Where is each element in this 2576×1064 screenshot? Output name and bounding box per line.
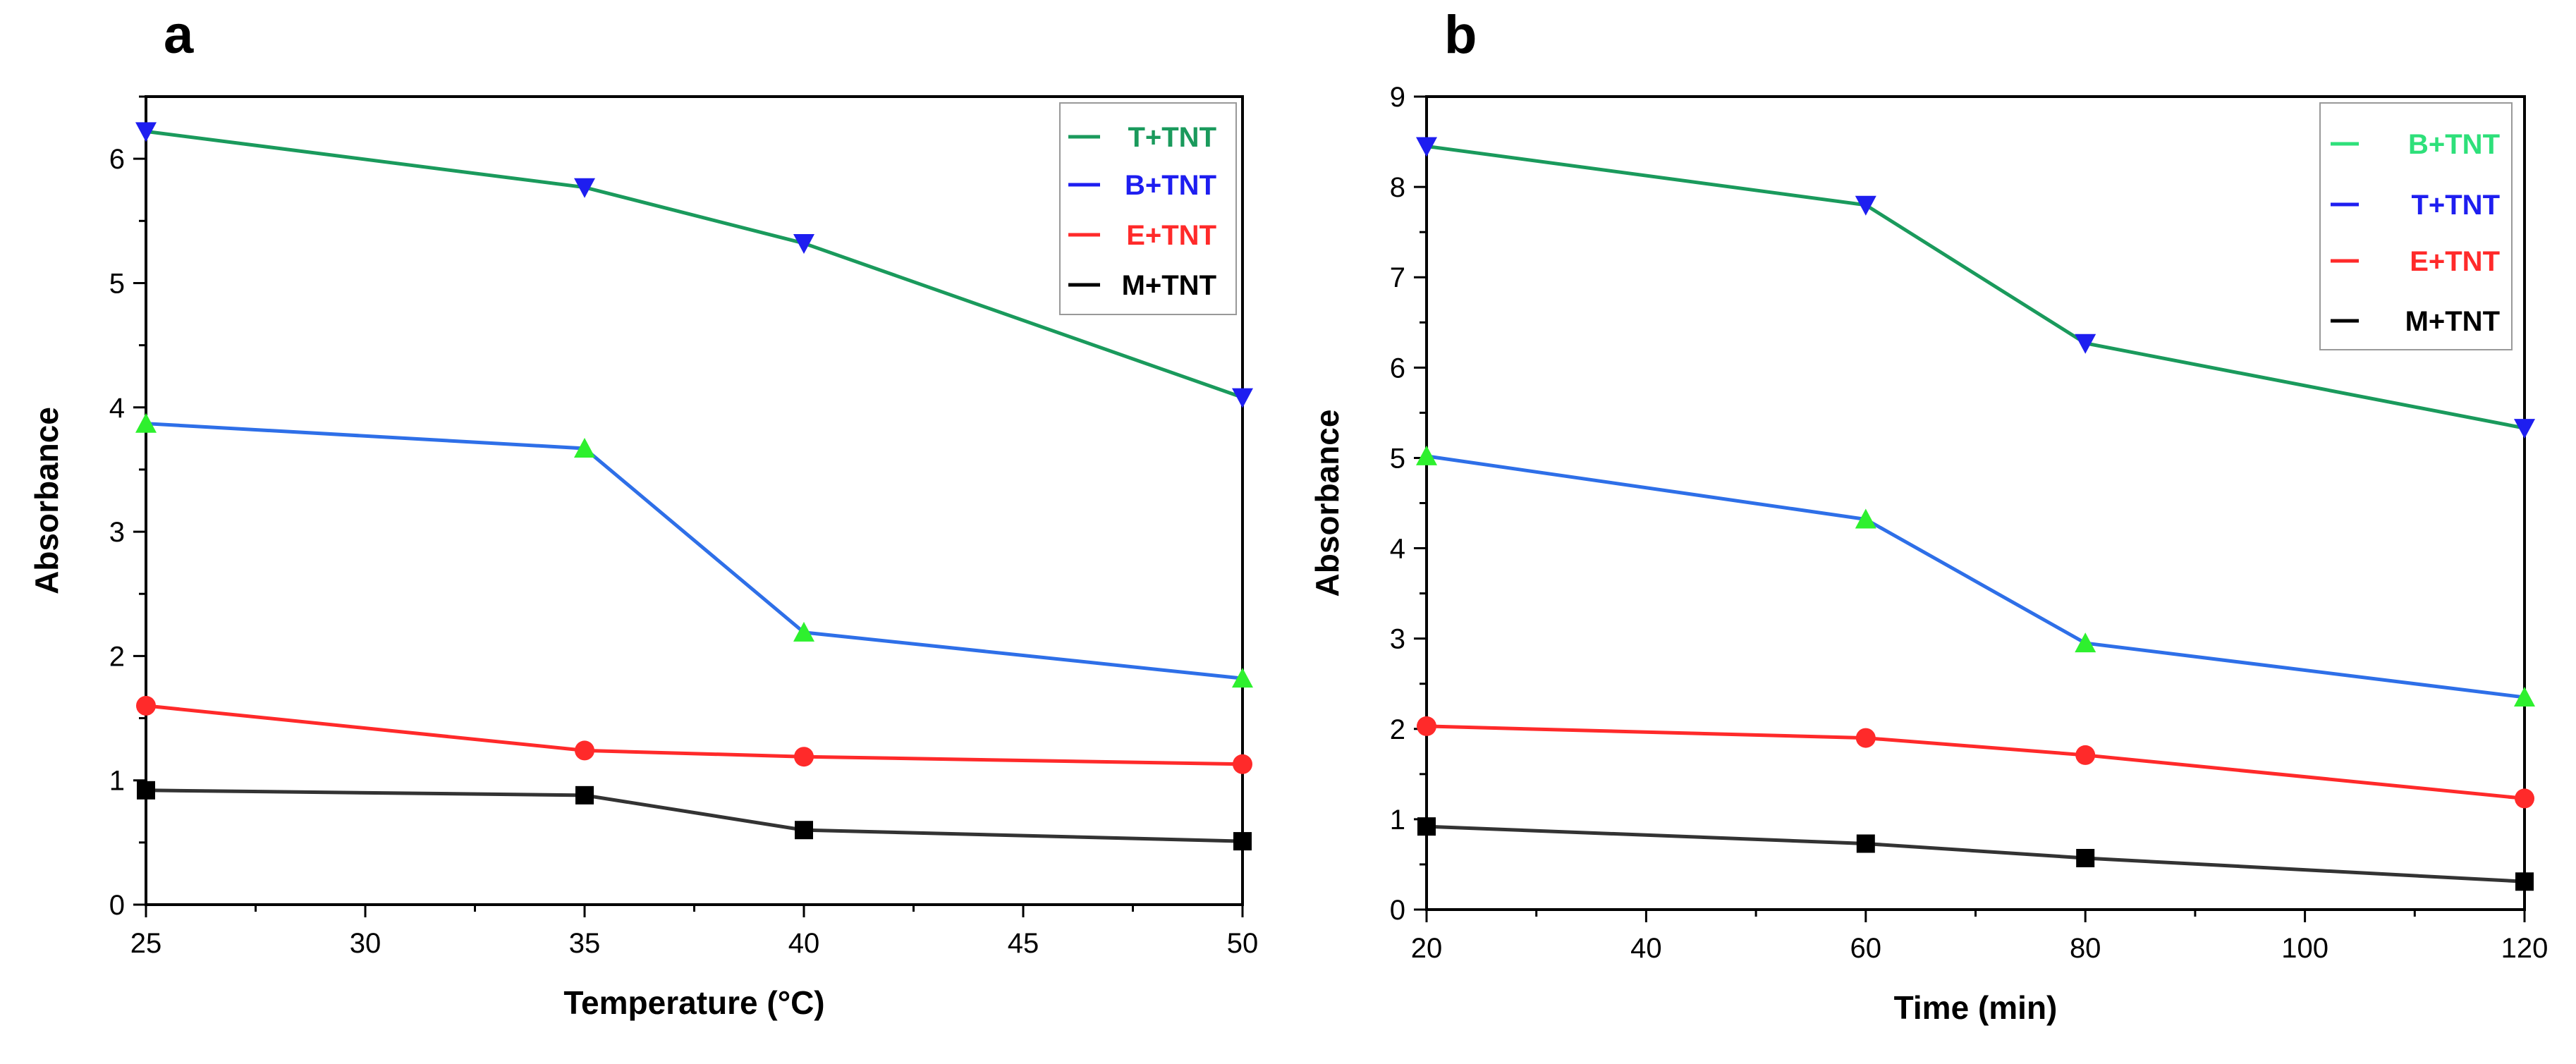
series-line	[145, 704, 1243, 766]
y-tick-label: 1	[1390, 805, 1405, 836]
data-point	[1233, 832, 1252, 851]
series-line	[145, 788, 1243, 843]
x-tick-label: 80	[2070, 933, 2101, 964]
panel-b: b 20 40 60 80 100 120 0 1 2 3 4 5 6 7 8 9 Time (min) Absor…	[1309, 5, 2548, 1026]
series-m-tnt	[137, 781, 1252, 851]
series-line	[1426, 454, 2525, 699]
data-point	[793, 621, 814, 642]
series-t-tnt	[1416, 445, 2535, 707]
data-point	[794, 747, 814, 767]
x-tick-label: 30	[350, 928, 381, 959]
data-point	[1233, 754, 1252, 774]
x-tick-label: 50	[1227, 928, 1259, 959]
data-point	[136, 695, 156, 716]
data-point	[575, 740, 594, 761]
legend: T+TNT B+TNT E+TNT M+TNT	[1059, 102, 1237, 315]
legend-label: E+TNT	[2410, 246, 2500, 277]
y-tick-label: 8	[1390, 172, 1405, 203]
series-m-tnt	[1417, 817, 2534, 891]
data-point	[135, 412, 157, 433]
y-tick-label: 1	[109, 766, 125, 797]
data-point	[2514, 419, 2535, 439]
x-tick-label: 120	[2501, 933, 2548, 964]
y-tick-label: 7	[1390, 262, 1405, 293]
data-point	[574, 437, 595, 458]
data-point	[2515, 872, 2534, 891]
data-point	[1855, 508, 1876, 529]
y-tick-label: 5	[1390, 443, 1405, 474]
x-tick-label: 35	[569, 928, 601, 959]
y-tick-label: 2	[109, 641, 125, 672]
legend-label: T+TNT	[1128, 122, 1216, 153]
x-tick-label: 20	[1411, 933, 1443, 964]
series-line	[145, 129, 1243, 400]
x-tick-label: 60	[1850, 933, 1882, 964]
x-tick-label: 100	[2281, 933, 2328, 964]
data-point	[574, 178, 595, 198]
legend-label: M+TNT	[2405, 306, 2500, 337]
series-line	[145, 422, 1243, 680]
y-tick-label: 5	[109, 268, 125, 299]
data-point	[1856, 834, 1875, 853]
legend-label: M+TNT	[1122, 270, 1216, 301]
series-line	[1426, 724, 2525, 800]
data-point	[2075, 632, 2096, 653]
series-b-tnt	[1416, 137, 2535, 439]
x-tick-label: 40	[1630, 933, 1662, 964]
series-t-tnt	[135, 122, 1253, 408]
x-tick-label: 25	[130, 928, 162, 959]
legend-label: B+TNT	[1125, 170, 1216, 201]
series-e-tnt	[136, 695, 1252, 774]
data-point	[137, 781, 155, 800]
x-axis-title: Time (min)	[1894, 989, 2058, 1026]
x-axis-title: Temperature (°C)	[563, 984, 824, 1021]
data-point	[793, 234, 814, 255]
y-tick-label: 4	[109, 393, 125, 424]
data-point	[2075, 334, 2096, 354]
y-tick-label: 4	[1390, 534, 1405, 565]
y-tick-label: 3	[1390, 624, 1405, 655]
x-tick-label: 45	[1008, 928, 1039, 959]
data-point	[1416, 137, 1437, 157]
series-e-tnt	[1417, 716, 2534, 809]
data-point	[1232, 668, 1253, 688]
data-point	[1417, 817, 1436, 836]
y-tick-label: 6	[109, 144, 125, 175]
x-tick-label: 40	[788, 928, 820, 959]
y-tick-label: 0	[1390, 895, 1405, 926]
data-point	[575, 785, 594, 805]
data-point	[1232, 388, 1253, 408]
data-point	[2076, 848, 2095, 867]
data-point	[2515, 788, 2534, 809]
y-tick-label: 6	[1390, 353, 1405, 384]
data-point	[1416, 445, 1437, 465]
y-axis-title: Absorbance	[1309, 410, 1345, 597]
y-tick-label: 0	[109, 890, 125, 921]
panel-letter: a	[164, 5, 194, 65]
data-point	[1855, 728, 1876, 748]
legend-label: E+TNT	[1126, 220, 1216, 251]
panel-letter: b	[1444, 5, 1477, 65]
data-point	[1855, 195, 1876, 216]
legend-label: B+TNT	[2408, 129, 2500, 160]
data-point	[135, 122, 157, 142]
data-point	[2075, 745, 2096, 765]
series-line	[1426, 824, 2525, 883]
legend: B+TNT T+TNT E+TNT M+TNT	[2319, 102, 2513, 350]
y-tick-label: 3	[109, 517, 125, 548]
series-b-tnt	[135, 412, 1253, 688]
legend-label: T+TNT	[2411, 190, 2500, 221]
y-axis-title: Absorbance	[28, 407, 65, 594]
y-tick-label: 9	[1390, 82, 1405, 113]
data-point	[1417, 716, 1436, 736]
data-point	[795, 821, 813, 840]
data-point	[2514, 686, 2535, 707]
y-tick-label: 2	[1390, 714, 1405, 745]
series-line	[1426, 144, 2525, 430]
